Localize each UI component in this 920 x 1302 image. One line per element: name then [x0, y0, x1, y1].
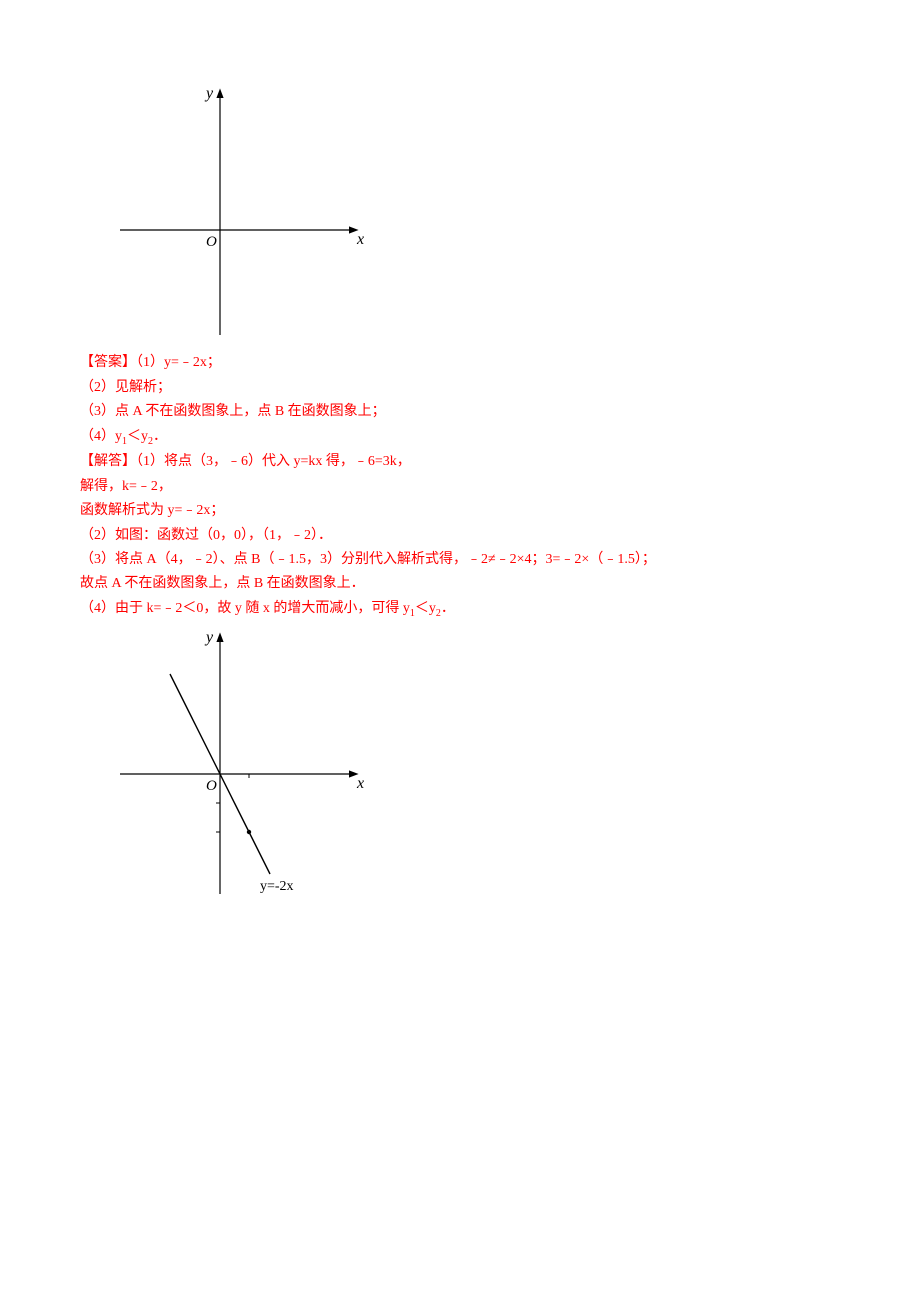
- solution-line-6: 故点 A 不在函数图象上，点 B 在函数图象上．: [80, 573, 840, 595]
- answer-line-4: （4）y1＜y2．: [80, 426, 840, 450]
- solution-line-4: （2）如图：函数过（0，0），（1，﹣2）．: [80, 525, 840, 547]
- axis-label-y: y: [204, 85, 214, 102]
- function-label: y=-2x: [260, 879, 294, 894]
- answer-line-3: （3）点 A 不在函数图象上，点 B 在函数图象上；: [80, 401, 840, 423]
- answer-heading: 【答案】: [80, 355, 136, 370]
- axis-label-x: x: [356, 775, 364, 792]
- solution-line-2: 解得，k=﹣2，: [80, 476, 840, 498]
- axis-label-x: x: [356, 231, 364, 248]
- coordinate-graph-with-line: y x O y=-2x: [110, 624, 840, 912]
- solution-line-7: （4）由于 k=﹣2＜0，故 y 随 x 的增大而减小，可得 y1＜y2．: [80, 598, 840, 622]
- solution-line-3: 函数解析式为 y=﹣2x；: [80, 500, 840, 522]
- plotted-point: [247, 829, 251, 833]
- coordinate-graph-blank: y x O: [110, 80, 840, 348]
- origin-label: O: [206, 778, 217, 794]
- origin-label: O: [206, 234, 217, 250]
- solution-heading: 【解答】: [80, 454, 136, 469]
- axis-label-y: y: [204, 629, 214, 646]
- answer-line-1: 【答案】（1）y=﹣2x；: [80, 352, 840, 374]
- answer-line-2: （2）见解析；: [80, 377, 840, 399]
- solution-line-5: （3）将点 A（4，﹣2）、点 B（﹣1.5，3）分别代入解析式得，﹣2≠﹣2×…: [80, 549, 840, 571]
- solution-line-1: 【解答】（1）将点（3，﹣6）代入 y=kx 得，﹣6=3k，: [80, 451, 840, 473]
